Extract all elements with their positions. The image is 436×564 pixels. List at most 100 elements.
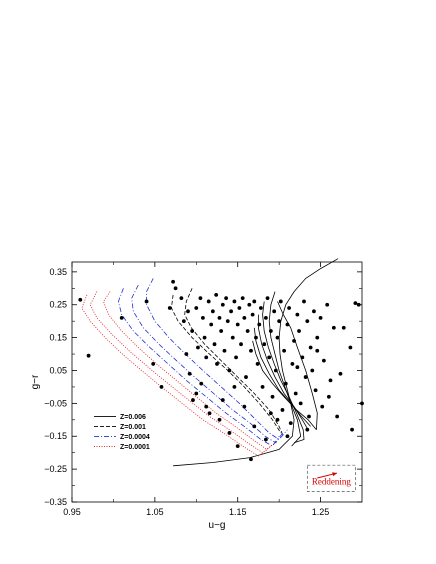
data-point xyxy=(179,296,184,301)
data-point xyxy=(232,299,237,304)
reddening-box: Reddening xyxy=(306,464,356,492)
data-point xyxy=(263,315,268,320)
data-point xyxy=(277,319,282,324)
data-point xyxy=(235,444,240,449)
data-point xyxy=(356,302,361,307)
data-point xyxy=(217,315,222,320)
data-point xyxy=(290,362,295,366)
data-point xyxy=(265,296,270,301)
data-point xyxy=(247,302,252,307)
data-point xyxy=(227,368,232,373)
data-point xyxy=(298,401,303,406)
data-point xyxy=(315,348,320,353)
data-point xyxy=(210,309,215,314)
y-tick-label: −0.35 xyxy=(44,497,67,507)
data-point xyxy=(171,279,175,284)
isochrone-line xyxy=(131,284,283,444)
data-point xyxy=(249,457,253,462)
data-point xyxy=(187,371,192,376)
data-point xyxy=(250,312,255,317)
legend-label: Z=0.001 xyxy=(120,424,146,431)
data-point xyxy=(280,408,285,412)
isochrone-line xyxy=(173,258,339,467)
isochrone-line xyxy=(103,291,276,450)
data-point xyxy=(207,411,212,416)
plot-frame xyxy=(71,261,363,503)
data-point xyxy=(272,309,277,314)
data-point xyxy=(292,339,296,343)
data-point xyxy=(303,375,308,379)
data-point xyxy=(288,421,293,425)
data-point xyxy=(217,417,222,422)
data-point xyxy=(184,352,189,356)
data-point xyxy=(285,434,290,439)
isochrone-line xyxy=(258,314,309,430)
data-point xyxy=(255,362,260,366)
data-point xyxy=(191,398,195,402)
isochrone-line xyxy=(170,294,282,434)
data-point xyxy=(307,414,311,419)
data-point xyxy=(206,299,211,304)
isochrone-line xyxy=(89,291,272,454)
data-point xyxy=(300,355,305,360)
data-point xyxy=(282,348,287,353)
data-point xyxy=(273,368,278,373)
data-point xyxy=(244,375,248,379)
isochrone-line xyxy=(146,278,288,441)
data-point xyxy=(313,388,318,393)
data-point xyxy=(295,365,300,370)
data-point xyxy=(270,394,275,399)
isochrone-line xyxy=(253,327,311,427)
data-point xyxy=(312,309,316,314)
y-tick-label: 0.35 xyxy=(49,267,67,277)
data-point xyxy=(199,381,204,386)
data-point xyxy=(320,404,325,409)
isochrone-line xyxy=(252,340,317,430)
data-point xyxy=(232,385,237,389)
data-point xyxy=(229,309,233,314)
data-point xyxy=(249,348,253,353)
data-point xyxy=(86,353,91,358)
data-point xyxy=(278,299,283,304)
data-point xyxy=(353,301,358,305)
data-point xyxy=(252,424,257,429)
data-point xyxy=(220,398,225,402)
isochrone-line xyxy=(81,294,268,457)
data-point xyxy=(198,296,203,301)
data-point xyxy=(209,322,214,327)
data-point xyxy=(204,355,209,360)
x-tick-label: 1.15 xyxy=(229,507,247,517)
data-point xyxy=(348,345,353,350)
data-point xyxy=(167,306,172,310)
data-point xyxy=(283,381,288,386)
legend-label: Z=0.006 xyxy=(120,414,146,421)
data-point xyxy=(242,404,247,409)
data-point xyxy=(310,368,315,373)
data-point xyxy=(119,315,124,320)
data-point xyxy=(262,342,267,347)
data-point xyxy=(335,414,340,419)
y-axis-label: g−r xyxy=(30,374,41,389)
data-point xyxy=(202,335,207,340)
y-tick-label: 0.25 xyxy=(49,300,67,310)
isochrone-line xyxy=(268,291,302,447)
data-point xyxy=(360,401,364,406)
data-point xyxy=(259,306,263,310)
data-point xyxy=(268,411,273,416)
data-point xyxy=(237,306,242,310)
x-tick-label: 0.95 xyxy=(63,507,81,517)
data-point xyxy=(293,391,298,396)
data-point xyxy=(201,315,205,320)
data-point xyxy=(181,319,186,324)
data-points xyxy=(78,279,364,462)
data-point xyxy=(350,427,354,432)
legend-label: Z=0.0001 xyxy=(120,444,150,451)
data-point xyxy=(144,299,149,304)
data-point xyxy=(242,315,247,320)
x-tick-label: 1.25 xyxy=(312,507,330,517)
x-tick-label: 1.05 xyxy=(146,507,164,517)
data-point xyxy=(220,302,225,307)
data-point xyxy=(159,385,164,389)
data-point xyxy=(234,355,238,360)
